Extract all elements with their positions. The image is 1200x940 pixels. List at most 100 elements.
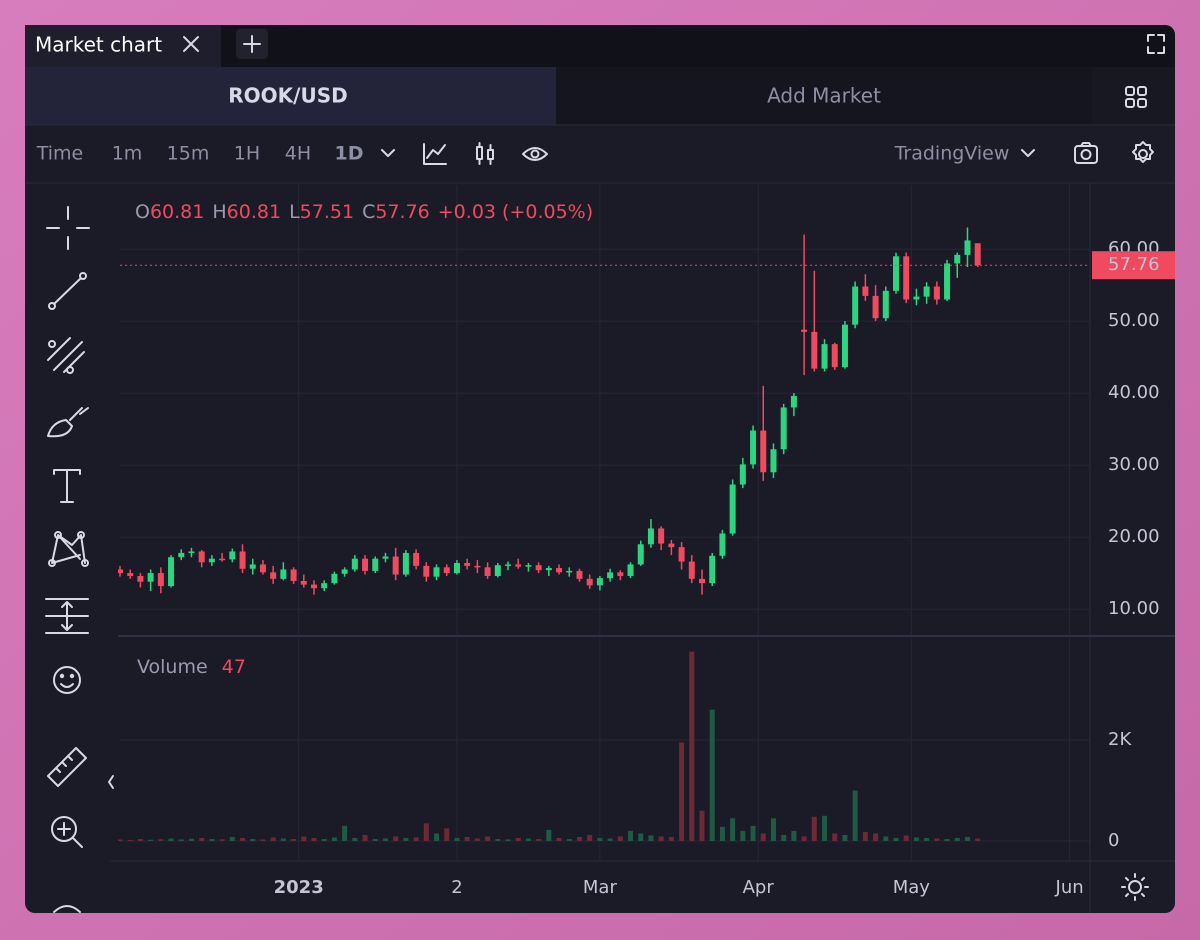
- volume-bar: [434, 833, 440, 842]
- candle-body: [872, 295, 879, 319]
- volume-bar: [770, 818, 776, 842]
- pattern-tool[interactable]: [48, 531, 89, 567]
- ruler-tool[interactable]: [47, 747, 87, 787]
- volume-bar: [719, 826, 725, 842]
- interval[interactable]: 1H: [234, 143, 260, 165]
- fib-tool[interactable]: [47, 337, 85, 374]
- volume-bar: [607, 838, 613, 842]
- x-tick-label: May: [893, 877, 931, 898]
- interval[interactable]: 1m: [112, 143, 143, 165]
- volume-bar: [280, 838, 286, 842]
- measure-tool[interactable]: [45, 598, 89, 634]
- candle-body: [719, 533, 726, 556]
- candle-body: [505, 564, 511, 566]
- legend-value: 60.81: [150, 201, 204, 223]
- brush-tool[interactable]: [47, 407, 89, 438]
- candle-body: [474, 565, 481, 568]
- volume-bar: [423, 823, 429, 842]
- volume-bar: [975, 838, 981, 842]
- candle-body: [893, 256, 899, 291]
- volume-bar: [709, 709, 715, 842]
- volume-bar: [148, 839, 154, 842]
- zoom-tool[interactable]: [51, 816, 83, 848]
- candle-icon[interactable]: [476, 142, 494, 165]
- volume-bar: [689, 651, 695, 842]
- market-tab[interactable]: [25, 67, 556, 125]
- volume-legend: Volume 47: [137, 656, 246, 678]
- candle-body: [515, 564, 522, 567]
- screenshot-icon[interactable]: [1074, 142, 1098, 164]
- candle-body: [208, 558, 215, 563]
- layout-tab[interactable]: [1092, 67, 1175, 125]
- volume-bar: [352, 837, 358, 842]
- volume-bar: [750, 825, 756, 842]
- x-tick-label: 2: [451, 877, 462, 898]
- tab-title: Market chart: [35, 33, 162, 57]
- candle-body: [433, 567, 440, 577]
- interval-dropdown[interactable]: [381, 149, 395, 157]
- interval[interactable]: 1D: [335, 143, 364, 165]
- crosshair-tool[interactable]: [46, 206, 90, 250]
- volume-bar: [873, 833, 879, 842]
- emoji-tool[interactable]: [53, 666, 81, 694]
- candle-body: [678, 547, 685, 562]
- legend-value: 60.81: [227, 201, 281, 223]
- provider[interactable]: TradingView: [894, 143, 1010, 165]
- volume-bar: [413, 837, 419, 842]
- volume-bar: [546, 829, 552, 842]
- market-name: ROOK/USD: [228, 84, 347, 108]
- volume-pane: [118, 651, 981, 842]
- y-tick-label: 10.00: [1108, 598, 1160, 619]
- tab-strip: [25, 25, 1175, 67]
- volume-bar: [444, 828, 450, 842]
- legend-value: 57.76: [375, 201, 429, 223]
- candle-body: [668, 543, 675, 548]
- volume-bar: [883, 836, 889, 842]
- candle-body: [811, 331, 818, 369]
- candle-body: [484, 567, 491, 576]
- volume-bar: [199, 837, 205, 842]
- interval[interactable]: 15m: [167, 143, 210, 165]
- volume-bar: [740, 830, 746, 842]
- volume-bar: [658, 836, 664, 842]
- x-tick-label: Jun: [1055, 877, 1084, 898]
- candle-body: [862, 286, 869, 296]
- interval-bar: Time 1m 15m 1H 4H 1D: [36, 143, 364, 165]
- volume-bar: [597, 837, 603, 842]
- fullscreen[interactable]: [1147, 34, 1165, 54]
- text-tool[interactable]: [53, 469, 81, 503]
- eye-icon[interactable]: [522, 147, 548, 161]
- interval[interactable]: 4H: [285, 143, 311, 165]
- volume-bar: [250, 838, 256, 842]
- candle-body: [259, 564, 266, 573]
- volume-bar: [964, 836, 970, 842]
- more-tools[interactable]: [53, 905, 81, 913]
- candle-body: [413, 552, 420, 566]
- volume-bar: [760, 833, 766, 842]
- candle-body: [311, 584, 317, 589]
- provider-dropdown[interactable]: [1021, 149, 1035, 157]
- volume-bar: [587, 834, 593, 842]
- volume-bar: [393, 836, 399, 842]
- volume-bar: [515, 837, 521, 842]
- settings-icon[interactable]: [1132, 141, 1154, 163]
- add-market-tab[interactable]: [556, 67, 1092, 125]
- candle-body: [494, 565, 501, 576]
- candle-body: [841, 324, 848, 368]
- volume-bar: [944, 838, 950, 842]
- legend-value: 57.51: [300, 201, 354, 223]
- trendline-tool[interactable]: [48, 272, 87, 310]
- volume-bar: [893, 837, 899, 842]
- theme-icon[interactable]: [1121, 873, 1149, 901]
- y-tick-label: 30.00: [1108, 454, 1160, 475]
- close-tab[interactable]: [183, 36, 199, 52]
- y-tick-label: 20.00: [1108, 526, 1160, 547]
- candle-body: [586, 578, 593, 586]
- candle-body: [576, 570, 583, 579]
- candle-body: [760, 430, 767, 473]
- volume-bar: [168, 838, 174, 842]
- volume-bar: [903, 835, 909, 842]
- line-chart-icon[interactable]: [423, 143, 447, 165]
- candle-body: [637, 544, 644, 565]
- collapse-toolbar[interactable]: [108, 775, 114, 789]
